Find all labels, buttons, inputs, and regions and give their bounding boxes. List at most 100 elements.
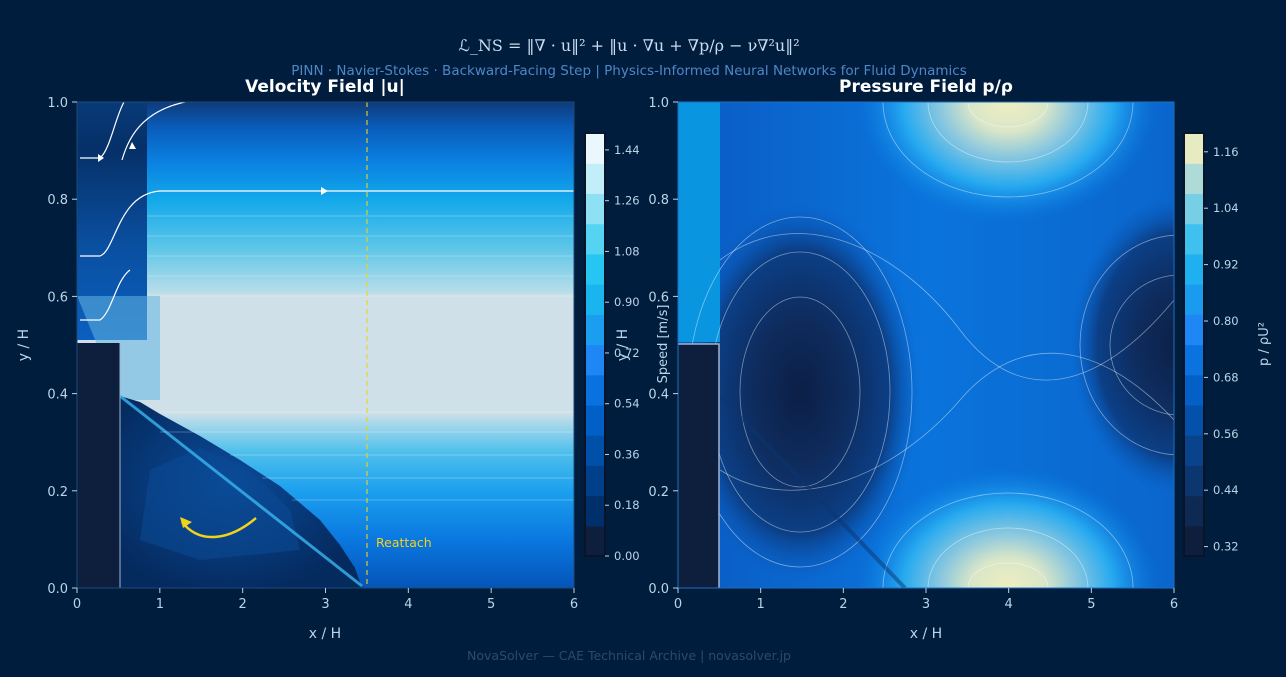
colorbar-band xyxy=(1184,133,1204,164)
colorbar-tick-label: 1.16 xyxy=(1213,145,1239,159)
ytick-label: 0.4 xyxy=(648,388,669,403)
xtick-label: 1 xyxy=(156,597,164,612)
colorbar-tick-label: 1.26 xyxy=(614,194,640,208)
velocity-colorbar-ticks: 0.00 0.18 0.36 0.54 0.72 0.90 1.08 1.26 1.44 xyxy=(605,143,640,563)
xtick-label: 4 xyxy=(1005,597,1013,612)
colorbar-band xyxy=(1184,193,1204,225)
ytick-label: 0.0 xyxy=(648,582,669,597)
colorbar-band xyxy=(1184,404,1204,436)
pressure-shear-edge xyxy=(718,394,907,588)
pressure-low-right xyxy=(1070,195,1174,495)
velocity-xticks: 0 1 2 3 4 5 6 xyxy=(73,588,578,612)
xtick-label: 2 xyxy=(239,597,247,612)
xtick-label: 6 xyxy=(570,597,578,612)
velocity-colorbar-frame xyxy=(584,132,606,557)
velocity-title: Velocity Field |u| xyxy=(245,77,405,97)
velocity-ylabel: y / H xyxy=(16,329,32,361)
xtick-label: 0 xyxy=(73,597,81,612)
step-block xyxy=(77,343,120,588)
xtick-label: 0 xyxy=(674,597,682,612)
pressure-inlet-zone xyxy=(678,102,720,342)
colorbar-tick-label: 0.54 xyxy=(614,397,640,411)
colorbar-band xyxy=(1184,163,1204,195)
pressure-high-top xyxy=(858,102,1158,222)
velocity-panel: Velocity Field |u| xyxy=(16,77,671,642)
velocity-contour-lines xyxy=(147,215,574,501)
xtick-label: 1 xyxy=(757,597,765,612)
colorbar-band xyxy=(1184,223,1204,255)
recirculation-arrowhead xyxy=(180,517,192,528)
pressure-low-left xyxy=(680,202,920,582)
velocity-colorbar xyxy=(585,133,605,557)
colorbar-band xyxy=(585,435,605,466)
xtick-label: 5 xyxy=(487,597,495,612)
colorbar-tick-label: 0.90 xyxy=(614,295,640,309)
colorbar-tick-label: 1.44 xyxy=(614,143,640,157)
colorbar-tick-label: 0.72 xyxy=(614,346,640,360)
recirculation-arrow xyxy=(181,517,257,539)
xtick-label: 2 xyxy=(839,597,847,612)
subtitle: PINN · Navier-Stokes · Backward-Facing S… xyxy=(291,63,967,79)
colorbar-band xyxy=(1184,284,1204,315)
ytick-label: 0.6 xyxy=(648,290,669,305)
colorbar-tick-label: 1.04 xyxy=(1213,201,1239,215)
colorbar-tick-label: 0.80 xyxy=(1213,314,1239,328)
pressure-xlabel: x / H xyxy=(910,626,942,642)
recirculation-core xyxy=(140,448,300,560)
ytick-label: 1.0 xyxy=(648,96,669,111)
colorbar-band xyxy=(585,465,605,497)
colorbar-band xyxy=(1184,253,1204,285)
colorbar-band xyxy=(585,223,605,255)
streamlines xyxy=(80,102,574,321)
ytick-label: 0.2 xyxy=(648,485,669,500)
ytick-label: 1.0 xyxy=(47,96,68,111)
xtick-label: 3 xyxy=(321,597,329,612)
pressure-step-block xyxy=(678,344,719,588)
shear-edge xyxy=(119,394,363,588)
pressure-high-bottom xyxy=(858,468,1158,588)
colorbar-band xyxy=(585,495,605,527)
velocity-colorbar-label: Speed [m/s] xyxy=(656,305,671,384)
pressure-colorbar-label: p / ρU² xyxy=(1257,322,1272,366)
ytick-label: 0.6 xyxy=(47,290,68,305)
ytick-label: 0.8 xyxy=(47,193,68,208)
ytick-label: 0.0 xyxy=(47,582,68,597)
colorbar-band xyxy=(585,344,605,376)
colorbar-band xyxy=(585,404,605,436)
colorbar-tick-label: 0.44 xyxy=(1213,483,1239,497)
ytick-label: 0.2 xyxy=(47,485,68,500)
pressure-colorbar-ticks: 0.32 0.44 0.56 0.68 0.80 0.92 1.04 1.16 xyxy=(1204,145,1239,554)
colorbar-band xyxy=(1184,435,1204,466)
colorbar-band xyxy=(585,163,605,195)
xtick-label: 6 xyxy=(1170,597,1178,612)
colorbar-band xyxy=(585,374,605,406)
colorbar-band xyxy=(585,284,605,315)
xtick-label: 3 xyxy=(922,597,930,612)
velocity-xlabel: x / H xyxy=(309,626,341,642)
colorbar-band xyxy=(1184,525,1204,557)
reattach-label: Reattach xyxy=(376,535,432,550)
colorbar-tick-label: 0.92 xyxy=(1213,258,1239,272)
pressure-panel: Pressure Field p/ρ xyxy=(615,77,1272,642)
colorbar-tick-label: 0.18 xyxy=(614,498,640,512)
pressure-colorbar-frame xyxy=(1183,132,1205,557)
ytick-label: 0.8 xyxy=(648,193,669,208)
ytick-label: 0.4 xyxy=(47,388,68,403)
pressure-title: Pressure Field p/ρ xyxy=(839,77,1013,97)
colorbar-tick-label: 0.00 xyxy=(614,549,640,563)
colorbar-tick-label: 1.08 xyxy=(614,244,640,258)
streamline-arrows xyxy=(98,142,328,195)
xtick-label: 4 xyxy=(404,597,412,612)
colorbar-band xyxy=(585,314,605,346)
footer-credit: NovaSolver — CAE Technical Archive | nov… xyxy=(467,648,791,663)
pressure-yticks: 0.0 0.2 0.4 0.6 0.8 1.0 xyxy=(648,96,678,597)
xtick-label: 5 xyxy=(1087,597,1095,612)
pressure-ylabel: y / H xyxy=(615,329,631,361)
colorbar-tick-label: 0.36 xyxy=(614,447,640,461)
colorbar-band xyxy=(1184,495,1204,527)
colorbar-band xyxy=(1184,465,1204,497)
equation: ℒ_NS = ‖∇ · u‖² + ‖u · ∇u + ∇p/ρ − ν∇²u‖… xyxy=(458,36,799,55)
velocity-yticks: 0.0 0.2 0.4 0.6 0.8 1.0 xyxy=(47,96,77,597)
colorbar-band xyxy=(1184,374,1204,406)
